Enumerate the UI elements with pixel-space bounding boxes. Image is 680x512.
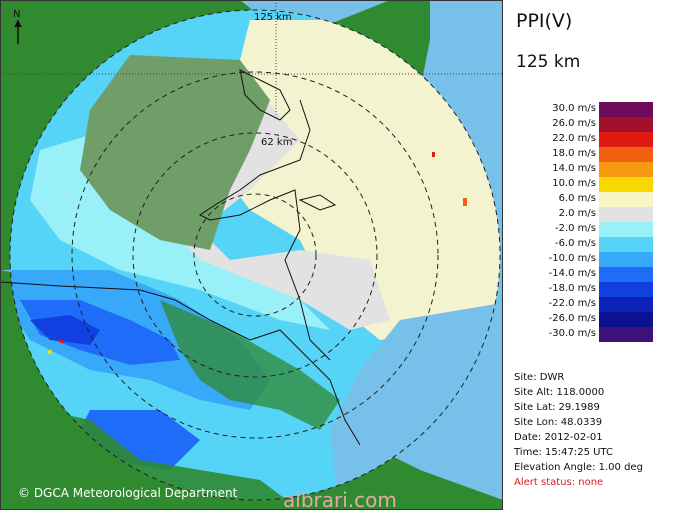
legend-row: 2.0 m/s: [503, 207, 653, 222]
legend-swatch: [599, 222, 653, 237]
legend-swatch: [599, 117, 653, 132]
legend-row: -18.0 m/s: [503, 282, 653, 297]
legend-swatch: [599, 102, 653, 117]
echo-disc: [10, 10, 500, 500]
legend-row: -2.0 m/s: [503, 222, 653, 237]
legend-label: -2.0 m/s: [554, 223, 596, 234]
legend-label: 6.0 m/s: [558, 193, 596, 204]
ring-label-62: 62 km: [261, 137, 292, 148]
copyright-text: © DGCA Meteorological Department: [18, 486, 238, 500]
legend-swatch: [599, 192, 653, 207]
ring-label-125: 125 km: [254, 12, 292, 23]
side-panel: PPI(V) 125 km 30.0 m/s 26.0 m/s 22.0 m/s 18…: [503, 0, 680, 510]
legend-label: -30.0 m/s: [548, 328, 596, 339]
legend-swatch: [599, 297, 653, 312]
legend-label: 18.0 m/s: [552, 148, 596, 159]
legend-row: 22.0 m/s: [503, 132, 653, 147]
legend-row: -14.0 m/s: [503, 267, 653, 282]
legend-row: 6.0 m/s: [503, 192, 653, 207]
obs-date: Date: 2012-02-01: [514, 432, 603, 443]
legend-label: 2.0 m/s: [558, 208, 596, 219]
legend-label: 26.0 m/s: [552, 118, 596, 129]
crosshair: [0, 0, 503, 120]
legend-row: 18.0 m/s: [503, 147, 653, 162]
product-range: 125 km: [516, 52, 581, 72]
legend-label: 22.0 m/s: [552, 133, 596, 144]
site-lon: Site Lon: 48.0339: [514, 417, 603, 428]
range-rings: [9, 9, 501, 501]
svg-text:N: N: [13, 9, 20, 20]
site-name: Site: DWR: [514, 372, 565, 383]
legend-label: -22.0 m/s: [548, 298, 596, 309]
legend-swatch: [599, 282, 653, 297]
obs-time: Time: 15:47:25 UTC: [514, 447, 613, 458]
legend-label: -10.0 m/s: [548, 253, 596, 264]
legend-row: -6.0 m/s: [503, 237, 653, 252]
legend-row: -30.0 m/s: [503, 327, 653, 342]
legend-swatch: [599, 267, 653, 282]
legend-row: -26.0 m/s: [503, 312, 653, 327]
legend-swatch: [599, 327, 653, 342]
legend-label: 10.0 m/s: [552, 178, 596, 189]
legend-label: -18.0 m/s: [548, 283, 596, 294]
legend-swatch: [599, 207, 653, 222]
legend-swatch: [599, 252, 653, 267]
legend-row: -22.0 m/s: [503, 297, 653, 312]
legend-row: 26.0 m/s: [503, 117, 653, 132]
legend-label: 14.0 m/s: [552, 163, 596, 174]
legend-swatch: [599, 237, 653, 252]
legend-swatch: [599, 162, 653, 177]
legend-row: 10.0 m/s: [503, 177, 653, 192]
legend-label: -14.0 m/s: [548, 268, 596, 279]
watermark-text: albrari.com: [283, 488, 397, 512]
elevation-angle: Elevation Angle: 1.00 deg: [514, 462, 643, 473]
product-title: PPI(V): [516, 10, 573, 32]
coastline: [0, 69, 361, 446]
legend-swatch: [599, 147, 653, 162]
legend-label: -26.0 m/s: [548, 313, 596, 324]
legend-swatch: [599, 177, 653, 192]
legend-row: 30.0 m/s: [503, 102, 653, 117]
site-alt: Site Alt: 118.0000: [514, 387, 605, 398]
legend-label: -6.0 m/s: [554, 238, 596, 249]
legend-swatch: [599, 312, 653, 327]
legend-row: 14.0 m/s: [503, 162, 653, 177]
legend-label: 30.0 m/s: [552, 103, 596, 114]
site-lat: Site Lat: 29.1989: [514, 402, 600, 413]
alert-status: Alert status: none: [514, 477, 604, 488]
north-arrow-icon: N: [13, 9, 22, 44]
legend-swatch: [599, 132, 653, 147]
legend-row: -10.0 m/s: [503, 252, 653, 267]
